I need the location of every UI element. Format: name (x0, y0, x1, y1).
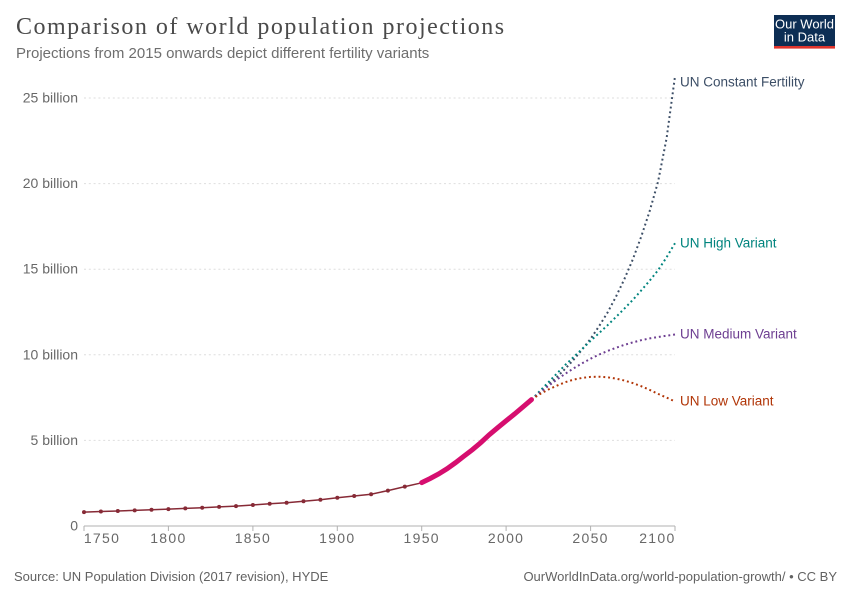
svg-text:20 billion: 20 billion (23, 175, 78, 191)
svg-text:UN Constant Fertility: UN Constant Fertility (680, 75, 805, 90)
svg-text:UN Low Variant: UN Low Variant (680, 394, 774, 409)
svg-text:2050: 2050 (572, 530, 608, 546)
svg-text:1850: 1850 (235, 530, 271, 546)
svg-text:1950: 1950 (404, 530, 440, 546)
svg-text:in Data: in Data (784, 30, 826, 45)
svg-text:OurWorldInData.org/world-popul: OurWorldInData.org/world-population-grow… (523, 569, 837, 584)
svg-text:Comparison of world population: Comparison of world population projectio… (16, 14, 506, 40)
svg-text:2000: 2000 (488, 530, 524, 546)
svg-text:Our World: Our World (775, 17, 834, 32)
svg-text:0: 0 (70, 518, 78, 534)
svg-text:25 billion: 25 billion (23, 90, 78, 106)
svg-text:UN Medium Variant: UN Medium Variant (680, 327, 797, 342)
svg-text:1750: 1750 (84, 530, 120, 546)
svg-text:15 billion: 15 billion (23, 261, 78, 277)
svg-text:UN High Variant: UN High Variant (680, 236, 777, 251)
svg-text:Projections from 2015 onwards: Projections from 2015 onwards depict dif… (16, 45, 429, 62)
svg-text:1800: 1800 (150, 530, 186, 546)
svg-text:10 billion: 10 billion (23, 346, 78, 362)
svg-text:5 billion: 5 billion (31, 432, 78, 448)
svg-text:Source: UN Population Division: Source: UN Population Division (2017 rev… (14, 569, 329, 584)
svg-text:1900: 1900 (319, 530, 355, 546)
svg-text:2100: 2100 (639, 530, 675, 546)
